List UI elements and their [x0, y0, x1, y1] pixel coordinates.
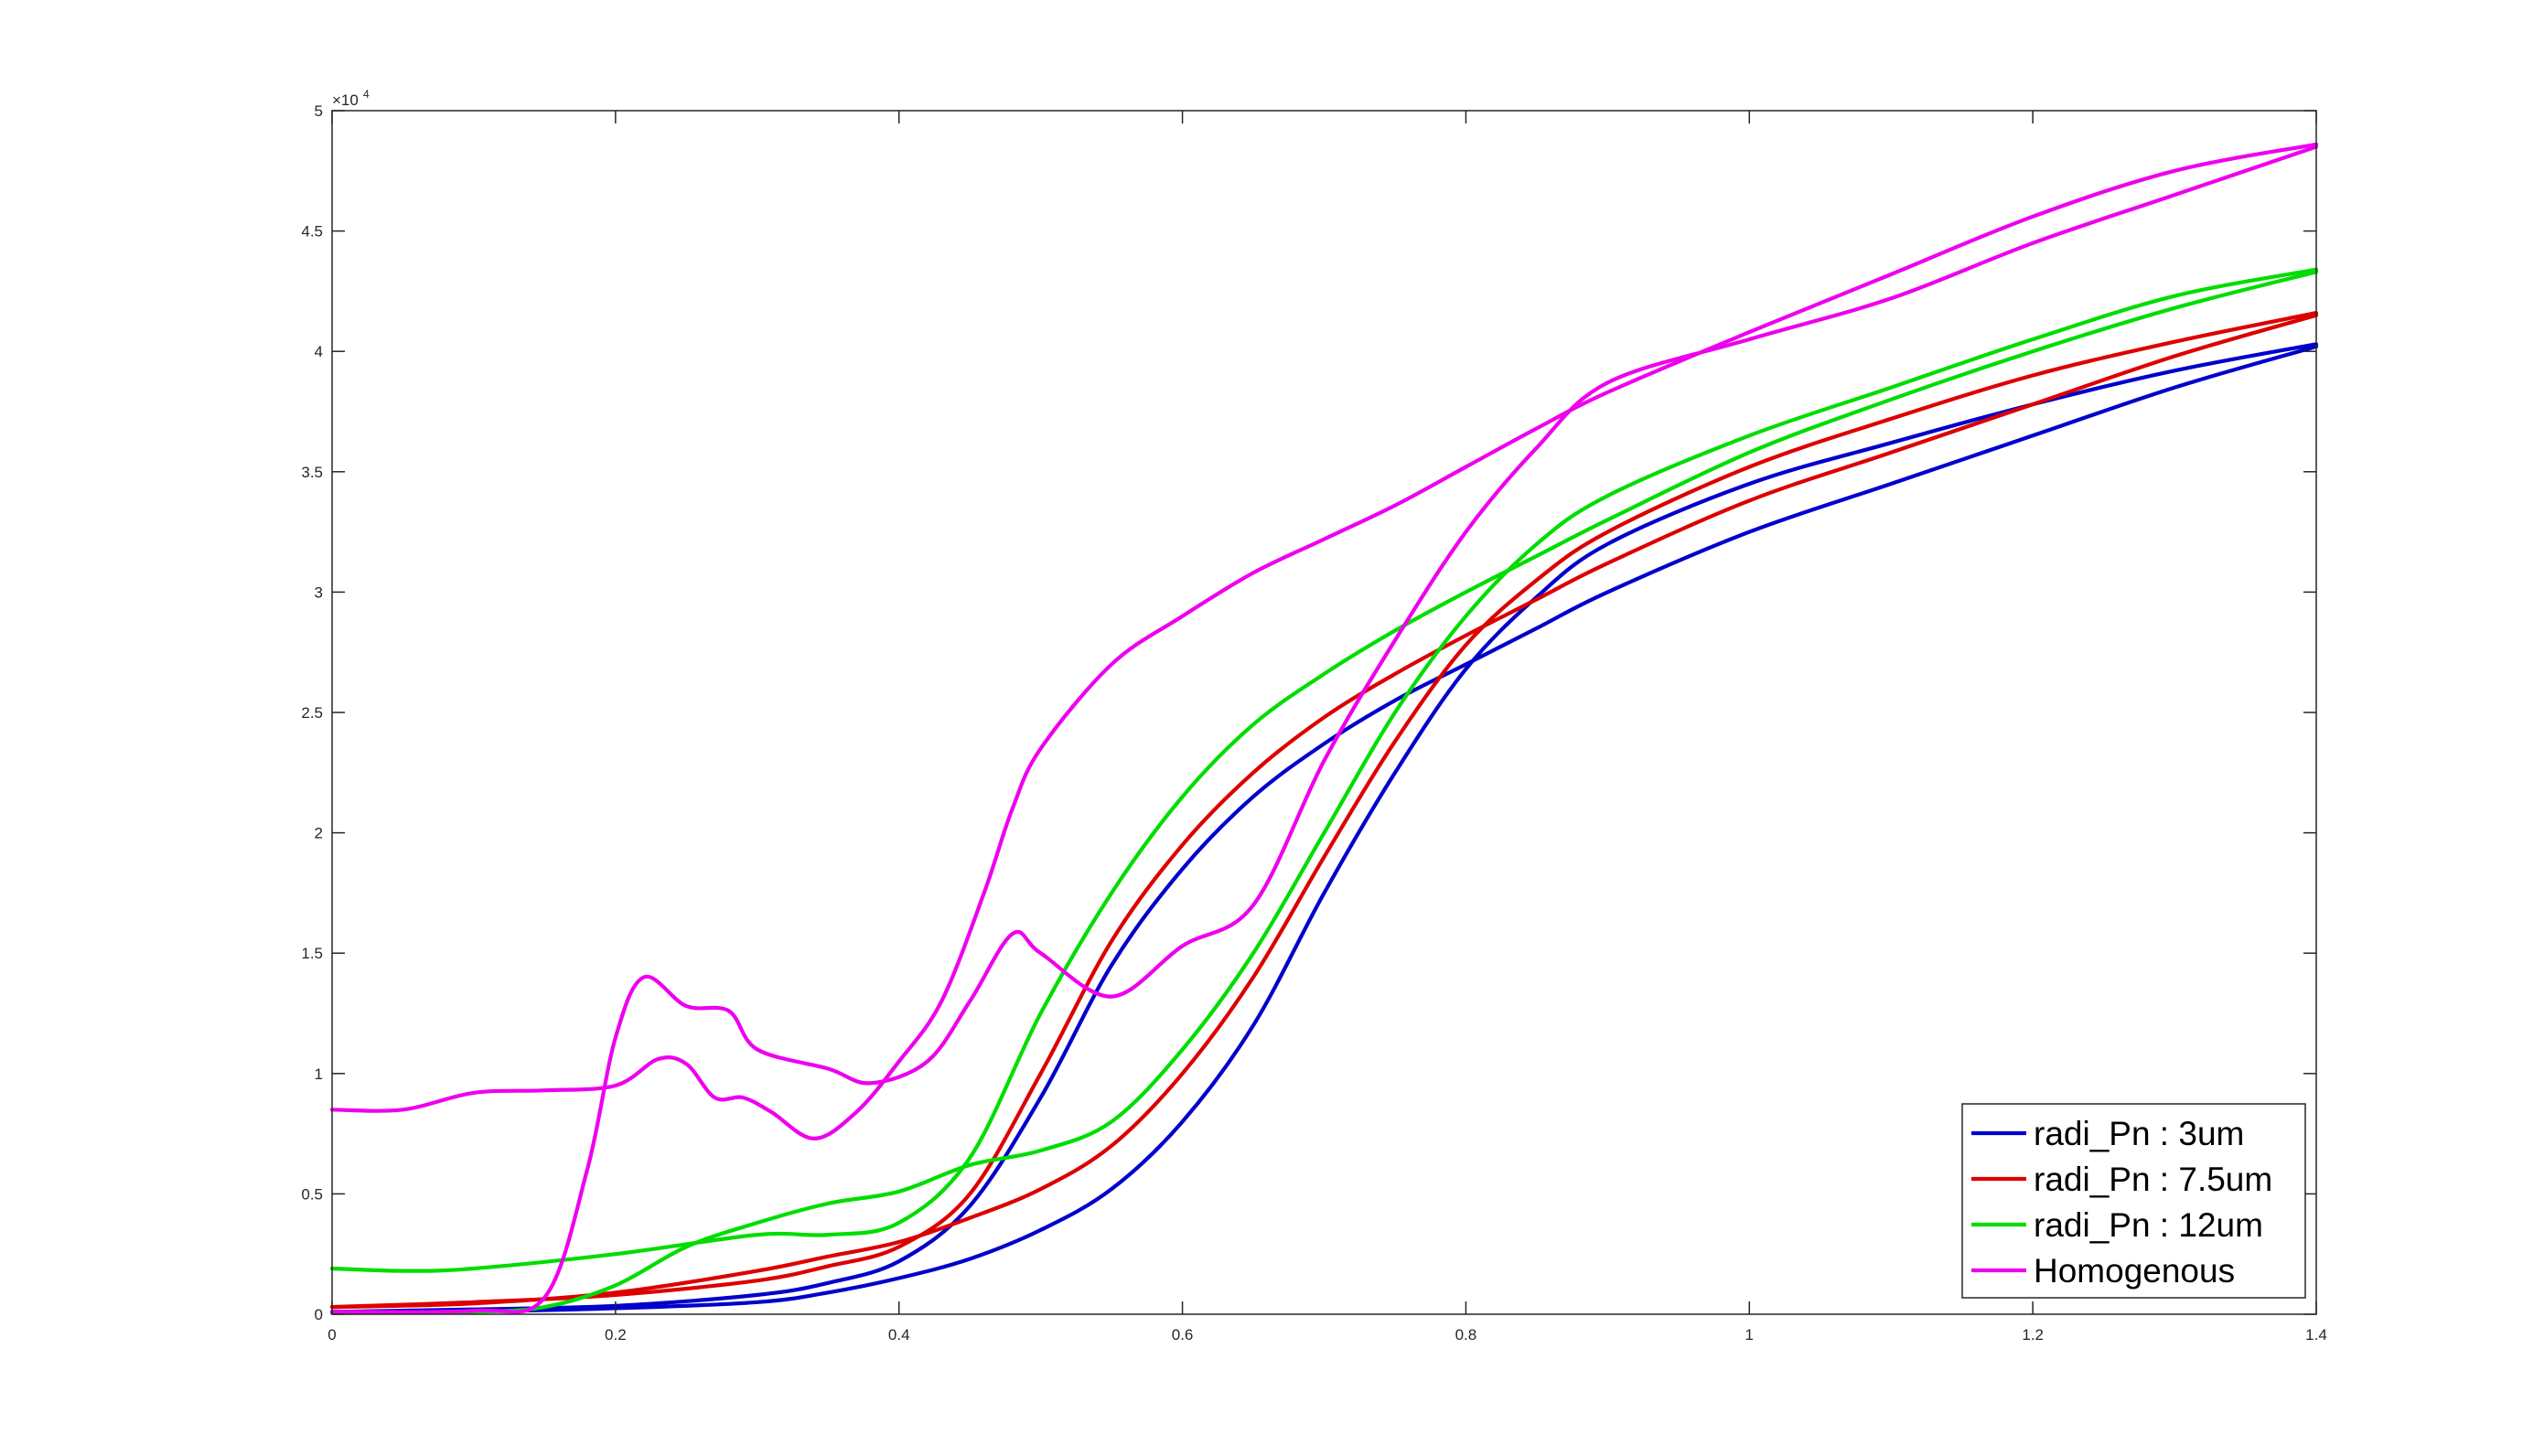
y-tick-label: 4.5 — [301, 223, 323, 241]
series-line — [329, 145, 2319, 1314]
y-exponent-base: ×10 — [332, 91, 359, 109]
legend-label: radi_Pn : 7.5um — [2034, 1161, 2272, 1198]
series-line — [329, 313, 2319, 1310]
series-3 — [329, 267, 2319, 1315]
x-tick-label: 1.2 — [2022, 1326, 2044, 1344]
legend-label: radi_Pn : 3um — [2034, 1115, 2244, 1152]
series-line — [329, 267, 2319, 1315]
legend-box — [1961, 1103, 2306, 1299]
legend: radi_Pn : 3um radi_Pn : 7.5um radi_Pn : 12… — [1961, 1103, 2306, 1299]
y-tick-label: 2.5 — [301, 704, 323, 722]
y-tick-label: 3 — [315, 583, 323, 601]
series-4 — [329, 142, 2319, 1314]
x-tick-label: 1.4 — [2305, 1326, 2327, 1344]
series-line — [329, 270, 2319, 1273]
x-tick-label: 0.4 — [888, 1326, 910, 1344]
y-tick-label: 1 — [315, 1065, 323, 1083]
y-tick-label: 1.5 — [301, 945, 323, 962]
series-line — [329, 344, 2319, 1314]
series-1 — [329, 342, 2319, 1314]
y-tick-label: 5 — [315, 102, 323, 120]
y-tick-label: 0.5 — [301, 1185, 323, 1203]
y-exponent-power: 4 — [363, 88, 370, 101]
x-tick-label: 0 — [327, 1326, 336, 1344]
x-tick-label: 0.2 — [605, 1326, 627, 1344]
x-tick-label: 0.6 — [1172, 1326, 1194, 1344]
ticks-layer: 0 0.2 0.4 0.6 0.8 1 1.2 1.4 0 0.5 1 1.5 2 2.5 3 3.5 4 4.5… — [301, 102, 2326, 1344]
series-2 — [329, 311, 2319, 1310]
y-tick-label: 3.5 — [301, 464, 323, 481]
y-tick-label: 2 — [315, 825, 323, 842]
series-layer — [329, 142, 2319, 1315]
y-tick-label: 4 — [315, 343, 323, 360]
legend-label: Homogenous — [2034, 1252, 2235, 1290]
y-exponent-label: ×10 4 — [332, 88, 370, 109]
series-line — [329, 342, 2319, 1314]
y-tick-label: 0 — [315, 1306, 323, 1323]
legend-label: radi_Pn : 12um — [2034, 1206, 2263, 1244]
series-line — [329, 311, 2319, 1310]
x-tick-label: 0.8 — [1455, 1326, 1477, 1344]
x-tick-label: 1 — [1745, 1326, 1754, 1344]
series-line — [329, 142, 2319, 1140]
